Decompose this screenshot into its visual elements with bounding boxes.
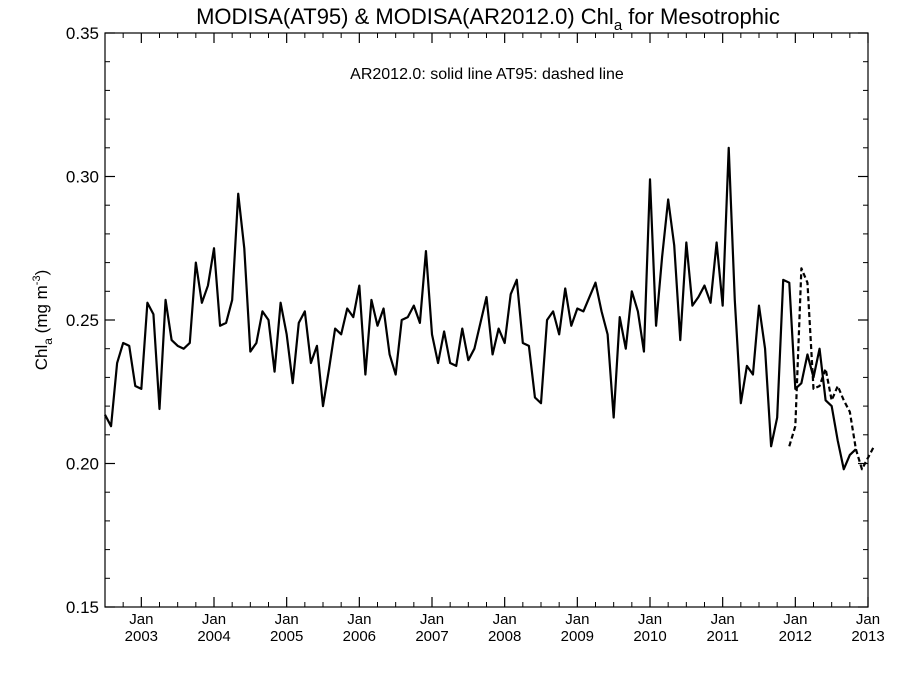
- series-layer: [104, 146, 876, 471]
- x-tick-year: 2005: [270, 628, 303, 645]
- x-tick-year: 2004: [197, 628, 230, 645]
- x-tick-month: Jan: [420, 611, 444, 628]
- x-tick-year: 2009: [561, 628, 594, 645]
- y-axis: 0.15 0.20 0.25 0.30 0.35: [66, 24, 868, 617]
- y-tick-label: 0.20: [66, 455, 99, 474]
- x-tick-month: Jan: [129, 611, 153, 628]
- x-axis: Jan2003Jan2004Jan2005Jan2006Jan2007Jan20…: [104, 33, 885, 645]
- x-tick-month: Jan: [711, 611, 735, 628]
- y-axis-label: Chla (mg m-3): [31, 270, 55, 371]
- x-tick-month: Jan: [783, 611, 807, 628]
- x-tick-month: Jan: [565, 611, 589, 628]
- x-tick-year: 2006: [343, 628, 376, 645]
- series-line-at95: [788, 267, 876, 471]
- x-tick-year: 2007: [415, 628, 448, 645]
- x-tick-month: Jan: [347, 611, 371, 628]
- x-tick-year: 2013: [851, 628, 884, 645]
- y-tick-label: 0.30: [66, 168, 99, 187]
- y-tick-label: 0.35: [66, 24, 99, 43]
- x-tick-month: Jan: [202, 611, 226, 628]
- x-tick-month: Jan: [638, 611, 662, 628]
- y-tick-label: 0.15: [66, 598, 99, 617]
- x-tick-year: 2008: [488, 628, 521, 645]
- line-style-annotation: AR2012.0: solid line AT95: dashed line: [350, 66, 624, 83]
- x-tick-month: Jan: [493, 611, 517, 628]
- x-tick-year: 2010: [633, 628, 666, 645]
- series-line-ar2012-0: [104, 146, 857, 471]
- x-tick-year: 2012: [779, 628, 812, 645]
- x-tick-month: Jan: [856, 611, 880, 628]
- chart-title: MODISA(AT95) & MODISA(AR2012.0) Chla for…: [196, 4, 780, 34]
- y-tick-label: 0.25: [66, 311, 99, 330]
- plot-area: 0.150.200.250.300.35 Jan2003Jan2004Jan20…: [66, 24, 885, 645]
- x-tick-year: 2011: [707, 628, 739, 645]
- x-tick-year: 2003: [125, 628, 158, 645]
- x-tick-month: Jan: [275, 611, 299, 628]
